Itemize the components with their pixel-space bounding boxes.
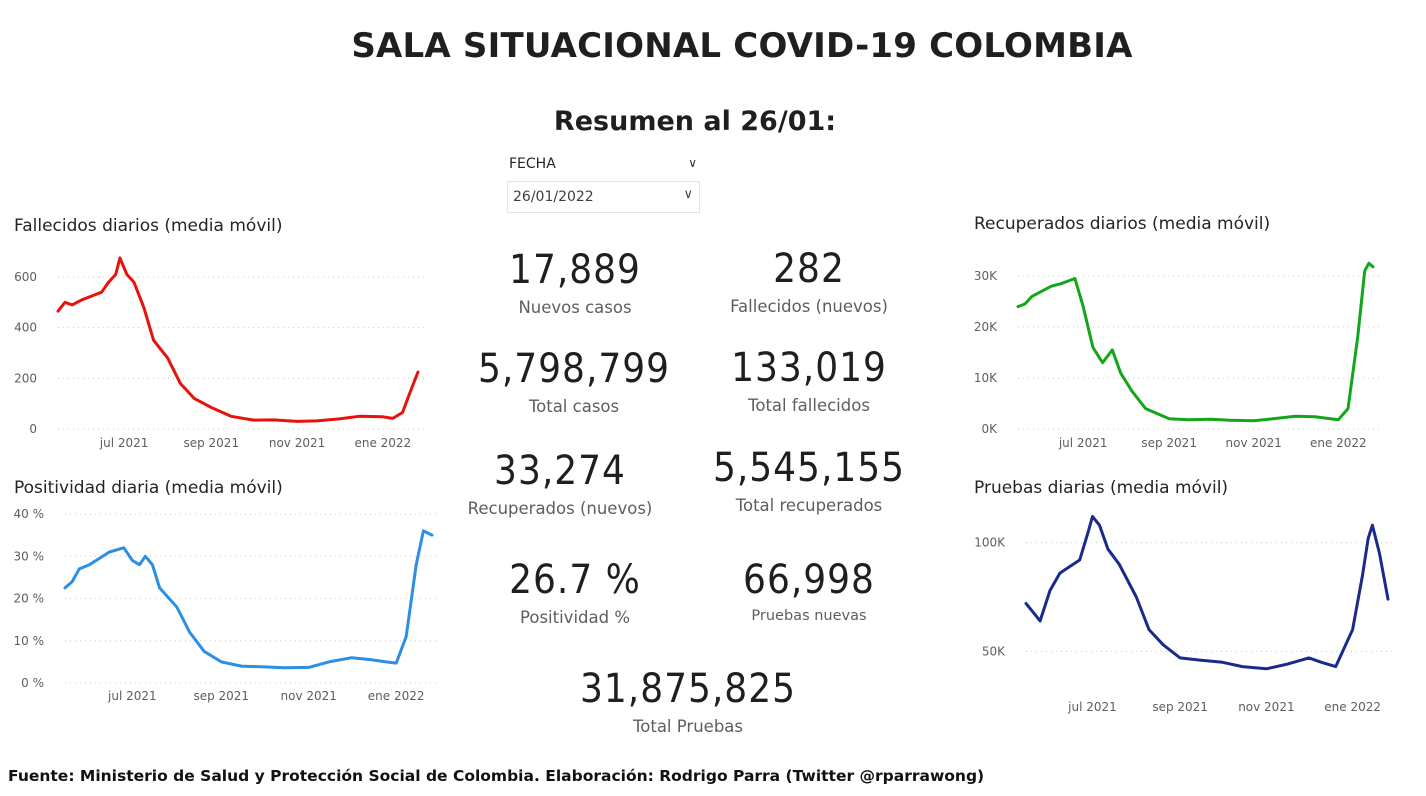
recuperados-series-line[interactable] [1016, 261, 1375, 423]
kpi-value: 17,889 [509, 247, 641, 293]
kpi-label: Recuperados (nuevos) [467, 499, 653, 518]
kpi-total-fallecidos: 133,019 Total fallecidos [689, 346, 929, 415]
kpi-value: 5,545,155 [712, 445, 906, 491]
kpi-value: 26.7 % [509, 557, 641, 603]
kpi-label: Total recuperados [735, 496, 883, 515]
kpi-label: Nuevos casos [518, 298, 632, 317]
x-tick-label: nov 2021 [1238, 700, 1294, 714]
x-tick-label: sep 2021 [1152, 700, 1208, 714]
recuperados-chart-title: Recuperados diarios (media móvil) [974, 214, 1271, 234]
x-tick-label: sep 2021 [183, 436, 239, 450]
x-tick-label: jul 2021 [107, 689, 157, 703]
kpi-value: 282 [773, 246, 845, 292]
x-tick-label: ene 2022 [368, 689, 425, 703]
y-tick-label: 0 % [21, 676, 44, 690]
kpi-label: Pruebas nuevas [751, 608, 867, 624]
chevron-down-icon[interactable]: ∨ [688, 156, 697, 170]
x-tick-label: sep 2021 [193, 689, 249, 703]
y-tick-label: 40 % [14, 507, 45, 521]
kpi-label: Fallecidos (nuevos) [730, 297, 888, 316]
x-tick-label: ene 2022 [1324, 700, 1381, 714]
y-tick-label: 10K [974, 371, 998, 385]
pruebas-series-line[interactable] [1024, 515, 1390, 671]
kpi-value: 5,798,799 [477, 346, 671, 392]
y-tick-label: 0K [981, 422, 998, 436]
x-tick-label: nov 2021 [269, 436, 325, 450]
y-tick-label: 30 % [14, 549, 45, 563]
x-tick-label: jul 2021 [1058, 436, 1108, 450]
positividad-series-line[interactable] [63, 529, 434, 670]
kpi-value: 33,274 [494, 448, 626, 494]
x-tick-label: sep 2021 [1141, 436, 1197, 450]
fallecidos-chart-title: Fallecidos diarios (media móvil) [14, 216, 283, 236]
kpi-total-pruebas: 31,875,825 Total Pruebas [568, 667, 808, 736]
y-tick-label: 400 [14, 321, 37, 335]
date-slicer: FECHA ∨ 26/01/2022 ∨ [507, 150, 700, 214]
slicer-header[interactable]: FECHA ∨ [509, 154, 699, 176]
kpi-total-casos: 5,798,799 Total casos [454, 347, 694, 416]
chevron-down-icon[interactable]: ∨ [683, 187, 693, 202]
kpi-label: Positividad % [519, 608, 631, 627]
x-tick-label: ene 2022 [354, 436, 411, 450]
recuperados-chart[interactable]: 0K 10K 20K 30K jul 2021 sep 2021 nov 2021 ene 2… [960, 245, 1400, 455]
x-tick-label: ene 2022 [1310, 436, 1367, 450]
kpi-label: Total fallecidos [748, 396, 870, 415]
x-tick-label: jul 2021 [1067, 700, 1117, 714]
y-tick-label: 20 % [14, 592, 45, 606]
source-footer: Fuente: Ministerio de Salud y Protección… [8, 767, 985, 785]
fallecidos-series-line[interactable] [56, 256, 420, 423]
kpi-value: 31,875,825 [580, 666, 796, 712]
y-tick-label: 200 [14, 371, 37, 385]
kpi-positividad: 26.7 % Positividad % [455, 558, 695, 627]
x-tick-label: nov 2021 [1226, 436, 1282, 450]
kpi-label: Total Pruebas [632, 717, 743, 736]
x-tick-label: jul 2021 [99, 436, 149, 450]
pruebas-chart-title: Pruebas diarias (media móvil) [974, 478, 1229, 498]
y-tick-label: 20K [974, 320, 998, 334]
fallecidos-chart[interactable]: 0 200 400 600 jul 2021 sep 2021 nov 2021 ene 20… [0, 245, 440, 455]
summary-subtitle: Resumen al 26/01: [553, 106, 837, 137]
kpi-value: 133,019 [731, 345, 887, 391]
kpi-pruebas-nuevas: 66,998 Pruebas nuevas [689, 558, 929, 624]
kpi-recuperados-nuevos: 33,274 Recuperados (nuevos) [440, 449, 680, 518]
y-tick-label: 0 [29, 422, 37, 436]
y-tick-label: 10 % [14, 634, 45, 648]
positividad-chart[interactable]: 0 % 10 % 20 % 30 % 40 % jul 2021 sep 2021 nov 2… [0, 505, 440, 705]
slicer-header-label: FECHA [509, 156, 556, 172]
positividad-chart-title: Positividad diaria (media móvil) [14, 478, 283, 498]
x-tick-label: nov 2021 [281, 689, 337, 703]
kpi-nuevos-casos: 17,889 Nuevos casos [455, 248, 695, 317]
page-title: SALA SITUACIONAL COVID-19 COLOMBIA [351, 26, 1133, 66]
date-dropdown-value: 26/01/2022 [513, 189, 594, 205]
kpi-total-recuperados: 5,545,155 Total recuperados [689, 446, 929, 515]
y-tick-label: 600 [14, 270, 37, 284]
kpi-value: 66,998 [743, 557, 875, 603]
y-tick-label: 50K [982, 644, 1006, 658]
kpi-fallecidos-nuevos: 282 Fallecidos (nuevos) [689, 247, 929, 316]
y-tick-label: 100K [974, 536, 1006, 550]
pruebas-chart[interactable]: 50K 100K jul 2021 sep 2021 nov 2021 ene 2022 [960, 505, 1400, 720]
kpi-label: Total casos [528, 397, 620, 416]
date-dropdown[interactable]: 26/01/2022 ∨ [507, 181, 700, 213]
y-tick-label: 30K [974, 269, 998, 283]
